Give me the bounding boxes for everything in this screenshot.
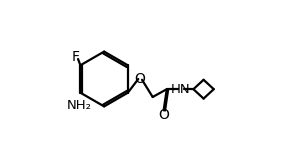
Text: F: F (72, 50, 80, 64)
Text: O: O (135, 72, 146, 86)
Text: HN: HN (171, 83, 191, 96)
Text: O: O (158, 108, 169, 122)
Text: NH₂: NH₂ (67, 99, 92, 112)
